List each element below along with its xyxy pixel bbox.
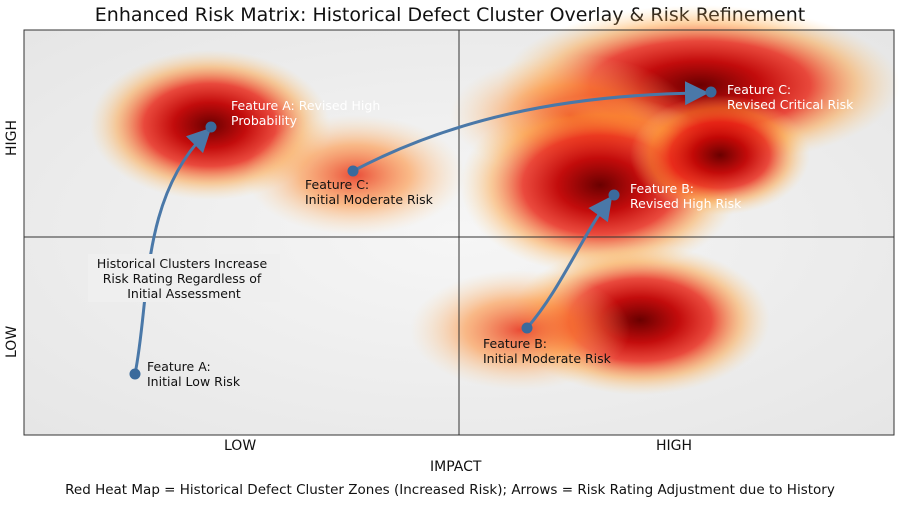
x-axis-high-label: HIGH — [656, 438, 693, 454]
label-feature-c-initial: Feature C: Initial Moderate Risk — [305, 177, 434, 207]
point-feature-b-revised — [608, 189, 620, 201]
arrow-feature-c — [352, 81, 709, 173]
x-axis-title: IMPACT — [430, 459, 482, 475]
label-feature-b-initial: Feature B: Initial Moderate Risk — [483, 336, 612, 366]
point-feature-b-initial — [521, 322, 533, 334]
arrow-feature-a — [133, 127, 212, 375]
label-feature-c-revised: Feature C: Revised Critical Risk — [727, 82, 854, 112]
point-feature-c-initial — [347, 165, 359, 177]
heat-cluster — [410, 270, 630, 390]
note-background — [88, 254, 280, 302]
label-feature-a-revised: Feature A: Revised High Probability — [231, 98, 384, 128]
heat-map — [90, 5, 900, 395]
heat-cluster — [630, 95, 810, 215]
point-feature-a-revised — [205, 121, 217, 133]
x-axis-low-label: LOW — [224, 438, 257, 454]
point-feature-a-initial — [129, 368, 141, 380]
arrow-feature-b — [525, 195, 613, 329]
adjustment-arrows — [133, 81, 709, 375]
feature-points — [129, 86, 717, 380]
figure-caption: Red Heat Map = Historical Defect Cluster… — [65, 482, 835, 498]
point-feature-c-revised — [705, 86, 717, 98]
label-feature-a-initial: Feature A: Initial Low Risk — [147, 359, 241, 389]
note-historical-clusters: Historical Clusters Increase Risk Rating… — [97, 256, 271, 301]
label-feature-b-revised: Feature B: Revised High Risk — [630, 181, 742, 211]
